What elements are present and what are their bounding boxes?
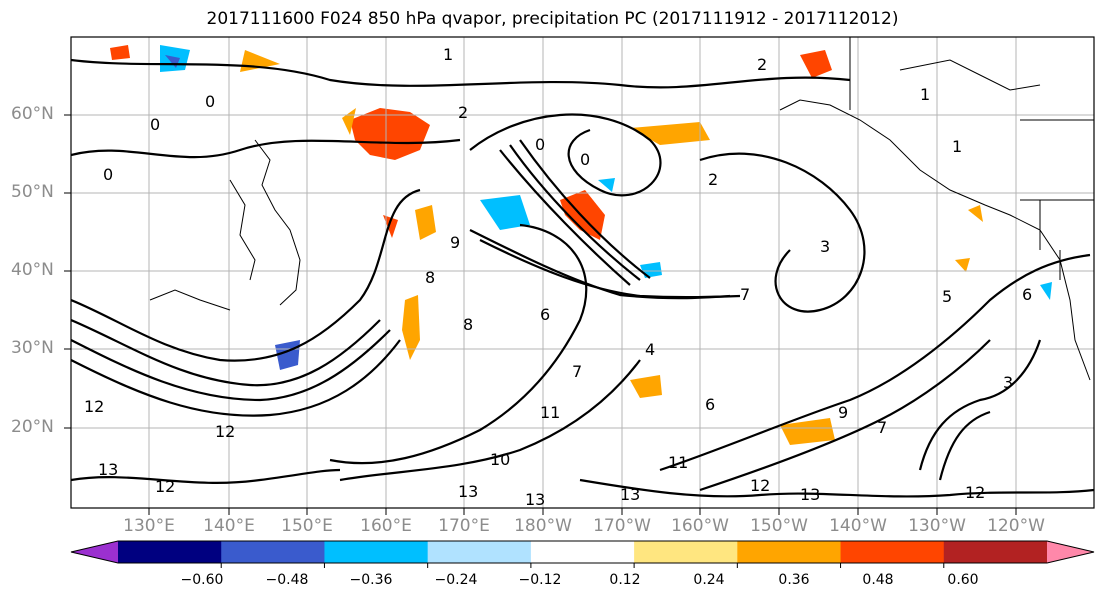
map-frame xyxy=(70,36,1095,509)
lat-label-20n: 20°N xyxy=(11,417,54,437)
lat-label-60n: 60°N xyxy=(11,104,54,124)
contour-label: 1 xyxy=(920,85,930,104)
lon-label-120w: 120°W xyxy=(987,516,1045,536)
contour-label: 7 xyxy=(572,362,582,381)
colorbar-label: 0.36 xyxy=(778,572,810,588)
contour-label: 2 xyxy=(458,103,468,122)
contour-label: 11 xyxy=(540,403,560,422)
lon-ticks xyxy=(148,508,1017,515)
contour-label: 2 xyxy=(757,55,767,74)
colorbar-label: 0.48 xyxy=(862,572,894,588)
lon-label-170e: 170°E xyxy=(438,516,490,536)
contour-label: 9 xyxy=(838,403,848,422)
contour-label: 12 xyxy=(84,397,104,416)
colorbar-segment xyxy=(324,541,429,563)
lat-label-30n: 30°N xyxy=(11,338,54,358)
colorbar-segment xyxy=(840,541,945,563)
colorbar-segment xyxy=(427,541,532,563)
colorbar-segment xyxy=(530,541,635,563)
map-title: 2017111600 F024 850 hPa qvapor, precipit… xyxy=(206,9,899,29)
contour-label: 12 xyxy=(155,477,175,496)
colorbar-label: 0.24 xyxy=(693,572,725,588)
colorbar-label: 0.12 xyxy=(609,572,641,588)
colorbar-label: −0.36 xyxy=(349,572,393,588)
colorbar-extend-high xyxy=(1047,541,1094,563)
contour-label: 1 xyxy=(443,45,453,64)
lat-label-50n: 50°N xyxy=(11,182,54,202)
qvapor-contours xyxy=(71,58,1094,498)
colorbar-segment xyxy=(221,541,325,563)
contour-label: 6 xyxy=(705,395,715,414)
lon-label-140e: 140°E xyxy=(203,516,255,536)
lon-label-130e: 130°E xyxy=(123,516,175,536)
lon-label-180w: 180°W xyxy=(514,516,572,536)
contour-label: 1 xyxy=(952,137,962,156)
contour-label: 13 xyxy=(800,485,820,504)
map-panel: 1 0 0 2 0 0 1 1 0 9 8 8 6 4 11 12 12 13 … xyxy=(64,36,1095,515)
colorbar-label: 0.60 xyxy=(947,572,979,588)
contour-label: 0 xyxy=(535,135,545,154)
colorbar-label: −0.24 xyxy=(434,572,478,588)
colorbar-label: −0.48 xyxy=(265,572,309,588)
contour-label: 13 xyxy=(620,485,640,504)
contour-label: 8 xyxy=(463,315,473,334)
contour-label: 3 xyxy=(1003,373,1013,392)
colorbar-extend-low xyxy=(71,541,118,563)
colorbar-segments xyxy=(70,540,1095,564)
contour-label: 10 xyxy=(490,450,510,469)
colorbar-outline xyxy=(70,540,1095,564)
contour-label: 0 xyxy=(150,115,160,134)
contour-label: 6 xyxy=(1022,285,1032,304)
colorbar-segment xyxy=(634,541,738,563)
contour-label: 0 xyxy=(580,150,590,169)
lon-label-130w: 130°W xyxy=(908,516,966,536)
contour-label: 7 xyxy=(877,418,887,437)
lon-label-170w: 170°W xyxy=(593,516,651,536)
lat-ticks xyxy=(64,114,71,429)
colorbar-segment xyxy=(943,541,1048,563)
contour-labels: 1 0 0 2 0 0 1 1 0 9 8 8 6 4 11 12 12 13 … xyxy=(84,45,1032,509)
contour-label: 3 xyxy=(820,237,830,256)
lon-label-160e: 160°E xyxy=(360,516,412,536)
contour-label: 6 xyxy=(540,305,550,324)
contour-label: 7 xyxy=(740,285,750,304)
contour-label: 12 xyxy=(750,476,770,495)
contour-label: 13 xyxy=(458,482,478,501)
lon-label-160w: 160°W xyxy=(671,516,729,536)
colorbar-label: −0.60 xyxy=(180,572,224,588)
contour-label: 13 xyxy=(525,490,545,509)
colorbar-segment xyxy=(118,541,222,563)
contour-label: 9 xyxy=(450,233,460,252)
lon-label-150w: 150°W xyxy=(750,516,808,536)
lon-label-140w: 140°W xyxy=(829,516,887,536)
contour-label: 2 xyxy=(708,170,718,189)
contour-label: 8 xyxy=(425,268,435,287)
lat-label-40n: 40°N xyxy=(11,260,54,280)
colorbar-segment xyxy=(737,541,842,563)
coastlines xyxy=(149,37,1094,381)
contour-label: 12 xyxy=(965,483,985,502)
colorbar-ticks xyxy=(220,563,945,568)
contour-label: 4 xyxy=(645,340,655,359)
contour-label: 0 xyxy=(205,92,215,111)
contour-label: 13 xyxy=(98,460,118,479)
lon-label-150e: 150°E xyxy=(281,516,333,536)
contour-label: 12 xyxy=(215,422,235,441)
contour-label: 5 xyxy=(942,287,952,306)
contour-label: 11 xyxy=(668,453,688,472)
colorbar-label: −0.12 xyxy=(518,572,562,588)
contour-label: 0 xyxy=(103,165,113,184)
